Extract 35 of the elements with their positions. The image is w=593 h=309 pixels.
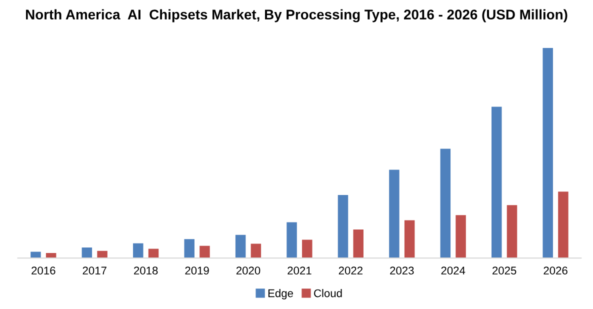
bar	[506, 205, 518, 258]
bar	[440, 148, 451, 258]
bar	[456, 215, 466, 258]
bar	[302, 240, 312, 258]
chart-title: North America AI Chipsets Market, By Processing Type, 2016 - 2026 (USD Million)	[26, 9, 568, 22]
x-tick-label: 2022	[338, 266, 362, 275]
x-tick-label: 2025	[492, 266, 516, 275]
bar	[133, 243, 144, 258]
x-tick-label: 2020	[236, 266, 260, 275]
bar	[82, 248, 92, 258]
x-tick-label: 2026	[544, 266, 568, 275]
bar	[235, 234, 246, 258]
bar	[97, 250, 108, 258]
bar	[542, 48, 553, 258]
x-tick-label: 2024	[441, 266, 466, 275]
bar	[558, 192, 568, 258]
x-tick-label: 2016	[32, 266, 56, 275]
x-tick-label: 2018	[134, 266, 158, 275]
bar	[492, 106, 502, 258]
bar	[148, 248, 159, 258]
x-tick-label: 2021	[288, 266, 312, 275]
bar	[250, 244, 262, 258]
bar	[404, 220, 415, 258]
bar	[184, 239, 194, 258]
legend-label: Edge	[268, 289, 293, 300]
bar	[389, 170, 400, 258]
legend-label: Cloud	[314, 289, 342, 298]
bar	[286, 222, 297, 258]
bar	[353, 229, 364, 258]
x-tick-label: 2017	[82, 266, 106, 275]
x-tick-label: 2023	[390, 266, 414, 275]
x-tick-label: 2019	[185, 266, 209, 275]
bar	[338, 194, 348, 258]
bar	[200, 246, 210, 258]
bar	[30, 252, 41, 258]
